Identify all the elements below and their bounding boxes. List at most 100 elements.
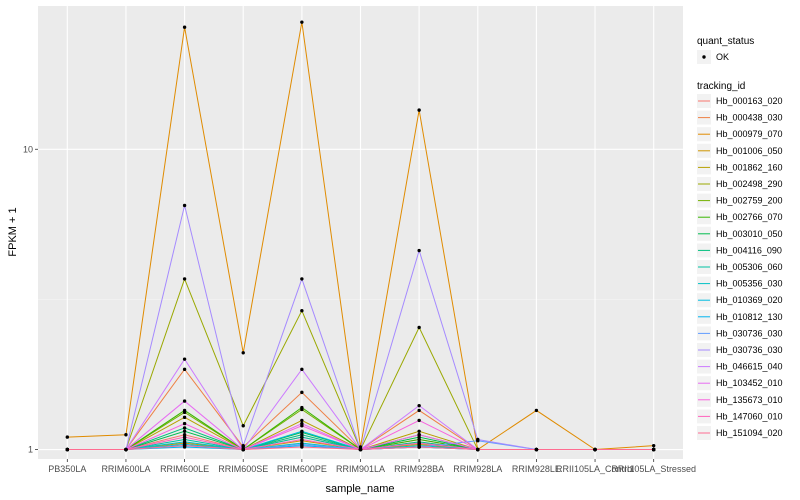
x-tick-label: RRIM928BA bbox=[394, 464, 444, 474]
legend-label-quant-status: OK bbox=[716, 52, 729, 62]
data-point bbox=[417, 441, 421, 445]
data-point bbox=[182, 429, 187, 434]
legend-label-tracking-id: Hb_030736_030 bbox=[716, 328, 783, 338]
data-point bbox=[417, 325, 421, 330]
data-point bbox=[417, 433, 421, 437]
data-point bbox=[300, 435, 304, 439]
data-points bbox=[65, 20, 656, 452]
data-point bbox=[241, 351, 245, 355]
data-point bbox=[300, 277, 304, 281]
data-point bbox=[300, 433, 304, 437]
data-point bbox=[417, 445, 421, 449]
data-point bbox=[300, 424, 304, 428]
data-point bbox=[417, 429, 421, 434]
data-point bbox=[300, 367, 304, 372]
data-point bbox=[534, 447, 539, 452]
legend-label-tracking-id: Hb_001862_160 bbox=[716, 162, 783, 172]
data-point bbox=[182, 421, 187, 426]
data-point bbox=[476, 447, 480, 452]
data-point bbox=[182, 437, 187, 442]
grid-lines bbox=[38, 6, 683, 459]
data-point bbox=[182, 433, 187, 437]
data-point bbox=[417, 248, 421, 253]
legend-label-tracking-id: Hb_005306_060 bbox=[716, 262, 783, 272]
x-tick-label: RRIM928LE bbox=[512, 464, 561, 474]
data-point bbox=[182, 426, 187, 430]
data-point bbox=[651, 447, 656, 452]
legend-label-tracking-id: Hb_002759_200 bbox=[716, 196, 783, 206]
data-point bbox=[651, 443, 656, 448]
data-point bbox=[593, 447, 597, 452]
legend-label-tracking-id: Hb_010369_020 bbox=[716, 295, 783, 305]
data-point bbox=[124, 447, 128, 452]
data-point bbox=[182, 277, 187, 281]
data-point bbox=[476, 437, 480, 442]
data-point bbox=[182, 367, 187, 372]
x-tick-label: RRIM901LA bbox=[336, 464, 385, 474]
legend-label-tracking-id: Hb_135673_010 bbox=[716, 395, 783, 405]
data-point bbox=[124, 433, 128, 437]
data-point bbox=[417, 108, 421, 112]
legend-label-tracking-id: Hb_046615_040 bbox=[716, 362, 783, 372]
data-point bbox=[182, 357, 187, 361]
legend-label-tracking-id: Hb_030736_030 bbox=[716, 345, 783, 355]
data-point bbox=[241, 447, 245, 452]
data-point bbox=[358, 447, 363, 452]
data-point bbox=[534, 408, 539, 413]
x-tick-label: RRIM928LA bbox=[453, 464, 502, 474]
data-point bbox=[300, 429, 304, 434]
legend-label-tracking-id: Hb_000163_020 bbox=[716, 96, 783, 106]
data-point bbox=[358, 445, 363, 449]
data-point bbox=[182, 435, 187, 439]
data-point bbox=[65, 447, 70, 452]
x-tick-label: RRIM600LE bbox=[160, 464, 209, 474]
data-point bbox=[182, 25, 187, 29]
data-point bbox=[182, 203, 187, 208]
data-point bbox=[241, 443, 245, 448]
y-tick-label: 1 bbox=[28, 445, 33, 455]
data-point bbox=[417, 408, 421, 413]
data-point bbox=[300, 418, 304, 423]
x-tick-label: RRII105LA_Control bbox=[556, 464, 634, 474]
data-point bbox=[417, 403, 421, 408]
legend-label-tracking-id: Hb_147060_010 bbox=[716, 411, 783, 421]
data-point bbox=[417, 435, 421, 439]
data-point bbox=[182, 443, 187, 448]
data-point bbox=[182, 408, 187, 413]
x-tick-label: RRIM600PE bbox=[277, 464, 327, 474]
legend-label-tracking-id: Hb_002498_290 bbox=[716, 179, 783, 189]
data-point bbox=[65, 435, 70, 439]
legend-label-tracking-id: Hb_000979_070 bbox=[716, 129, 783, 139]
data-point bbox=[182, 415, 187, 420]
legend-label-tracking-id: Hb_010812_130 bbox=[716, 312, 783, 322]
x-tick-label: RRIM600SE bbox=[218, 464, 268, 474]
axes: 1 10 PB350LA RRIM600LA RRIM600LE RRIM600SE RRI… bbox=[23, 144, 696, 474]
x-tick-label: RRIM600LA bbox=[101, 464, 150, 474]
legend-label-tracking-id: Hb_001006_050 bbox=[716, 146, 783, 156]
legend-label-tracking-id: Hb_005356_030 bbox=[716, 279, 783, 289]
data-point bbox=[300, 442, 304, 447]
data-point bbox=[300, 405, 304, 410]
legend-title-quant-status: quant_status bbox=[697, 36, 754, 47]
legend-label-tracking-id: Hb_004116_090 bbox=[716, 245, 782, 255]
x-tick-label: PB350LA bbox=[48, 464, 86, 474]
y-tick-label: 10 bbox=[23, 144, 33, 154]
data-point bbox=[300, 20, 304, 24]
data-point bbox=[417, 418, 421, 423]
legend-point-key bbox=[702, 55, 706, 59]
x-tick-label: RRII105LA_Stressed bbox=[611, 464, 696, 474]
y-axis-title: FPKM + 1 bbox=[7, 207, 19, 256]
x-axis-title: sample_name bbox=[325, 483, 394, 495]
legend-label-tracking-id: Hb_000438_030 bbox=[716, 113, 783, 123]
data-point bbox=[417, 437, 421, 442]
data-point bbox=[182, 399, 187, 403]
legend-title-tracking-id: tracking_id bbox=[697, 81, 745, 92]
legend-label-tracking-id: Hb_103452_010 bbox=[716, 378, 783, 388]
data-point bbox=[241, 424, 245, 428]
legend: quant_status OK tracking_id Hb_000163_020 Hb… bbox=[697, 36, 783, 440]
data-point bbox=[300, 437, 304, 442]
data-point bbox=[300, 445, 304, 449]
legend-label-tracking-id: Hb_151094_020 bbox=[716, 428, 783, 438]
legend-label-tracking-id: Hb_003010_050 bbox=[716, 229, 783, 239]
